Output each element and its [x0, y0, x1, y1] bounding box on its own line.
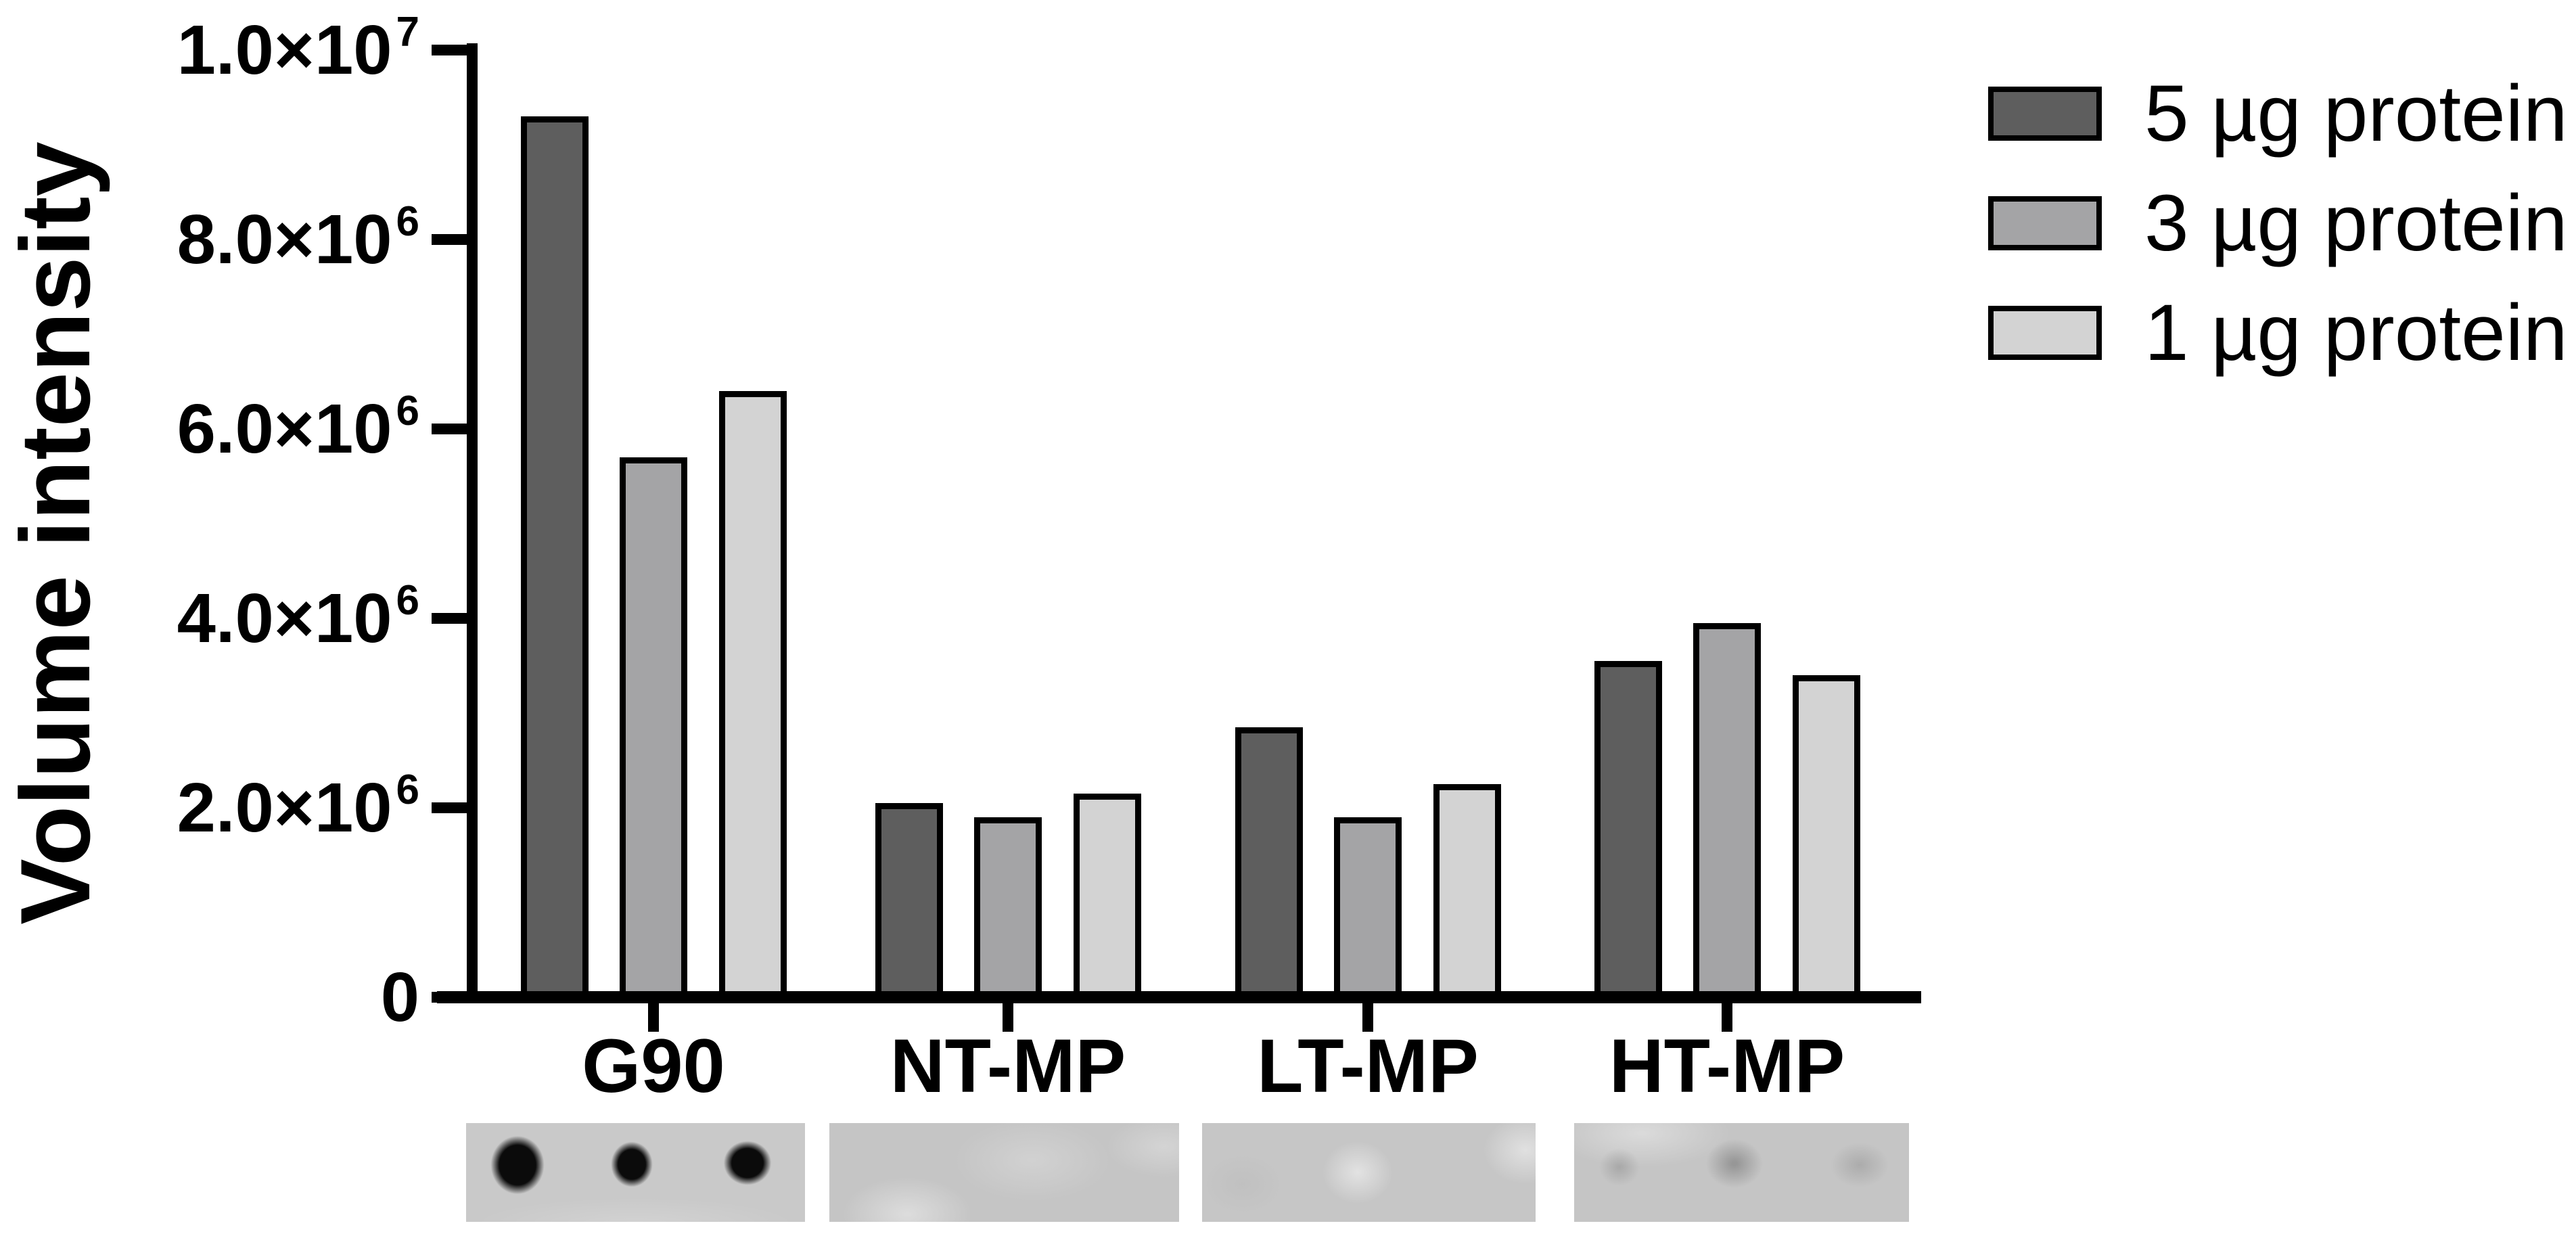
- y-axis-tick: [432, 613, 467, 624]
- x-axis-tick: [1722, 1003, 1732, 1032]
- bar-ht-mp-5ug: [1594, 661, 1662, 1003]
- dot-blot-nt-mp: [829, 1123, 1179, 1222]
- y-axis-tick-label-exponent: 7: [396, 8, 419, 55]
- y-axis-tick-label-main: 1.0×10: [177, 11, 392, 89]
- y-axis-tick-label-exponent: 6: [396, 198, 419, 245]
- bar-ht-mp-3ug: [1693, 623, 1761, 1003]
- x-axis-tick: [648, 1003, 659, 1032]
- y-axis-tick-label-main: 0: [380, 958, 419, 1036]
- bar-lt-mp-5ug: [1235, 727, 1303, 1003]
- x-axis-label-g90: G90: [582, 1024, 725, 1108]
- x-axis-tick: [1003, 1003, 1013, 1032]
- bar-g90-3ug: [620, 457, 687, 1003]
- legend-swatch-1ug: [1988, 306, 2102, 360]
- legend-label-1ug: 1 µg protein: [2144, 288, 2568, 378]
- bar-g90-1ug: [718, 391, 787, 1003]
- y-axis-tick: [432, 424, 467, 434]
- y-axis-tick: [432, 234, 467, 245]
- bar-nt-mp-1ug: [1073, 794, 1141, 1003]
- legend-swatch-5ug: [1988, 87, 2102, 141]
- y-axis-tick-label: 1.0×107: [0, 8, 419, 92]
- y-axis-tick: [432, 992, 467, 1003]
- y-axis-tick-label: 0: [0, 955, 419, 1039]
- y-axis-tick-label-main: 6.0×10: [177, 390, 392, 467]
- y-axis-tick: [432, 45, 467, 55]
- dot-blot-g90: [466, 1123, 805, 1222]
- y-axis-tick-label: 6.0×106: [0, 387, 419, 471]
- legend-label-5ug: 5 µg protein: [2144, 69, 2568, 158]
- bar-lt-mp-1ug: [1433, 784, 1501, 1003]
- bar-nt-mp-5ug: [875, 803, 943, 1003]
- x-axis-label-nt-mp: NT-MP: [890, 1024, 1126, 1108]
- y-axis-tick-label: 4.0×106: [0, 576, 419, 660]
- bar-lt-mp-3ug: [1334, 817, 1402, 1003]
- y-axis-tick: [432, 802, 467, 813]
- bar-g90-5ug: [520, 116, 589, 1003]
- dot-blot-ht-mp: [1574, 1123, 1909, 1222]
- dot-blot-lt-mp: [1202, 1123, 1536, 1222]
- y-axis-tick-label-exponent: 6: [396, 766, 419, 813]
- y-axis-tick-label-main: 4.0×10: [177, 579, 392, 657]
- legend-label-3ug: 3 µg protein: [2144, 179, 2568, 268]
- y-axis-tick-label: 8.0×106: [0, 198, 419, 281]
- y-axis-tick-label-main: 2.0×10: [177, 769, 392, 846]
- bar-ht-mp-1ug: [1792, 675, 1860, 1003]
- x-axis-label-lt-mp: LT-MP: [1257, 1024, 1479, 1108]
- y-axis-tick-label-exponent: 6: [396, 576, 419, 624]
- bar-nt-mp-3ug: [974, 817, 1042, 1003]
- y-axis-line: [467, 43, 478, 1003]
- x-axis-label-ht-mp: HT-MP: [1609, 1024, 1845, 1108]
- x-axis-tick: [1362, 1003, 1373, 1032]
- legend-swatch-3ug: [1988, 196, 2102, 250]
- y-axis-tick-label-exponent: 6: [396, 387, 419, 434]
- y-axis-tick-label: 2.0×106: [0, 766, 419, 850]
- x-axis-line: [437, 991, 1921, 1003]
- y-axis-tick-label-main: 8.0×10: [177, 200, 392, 278]
